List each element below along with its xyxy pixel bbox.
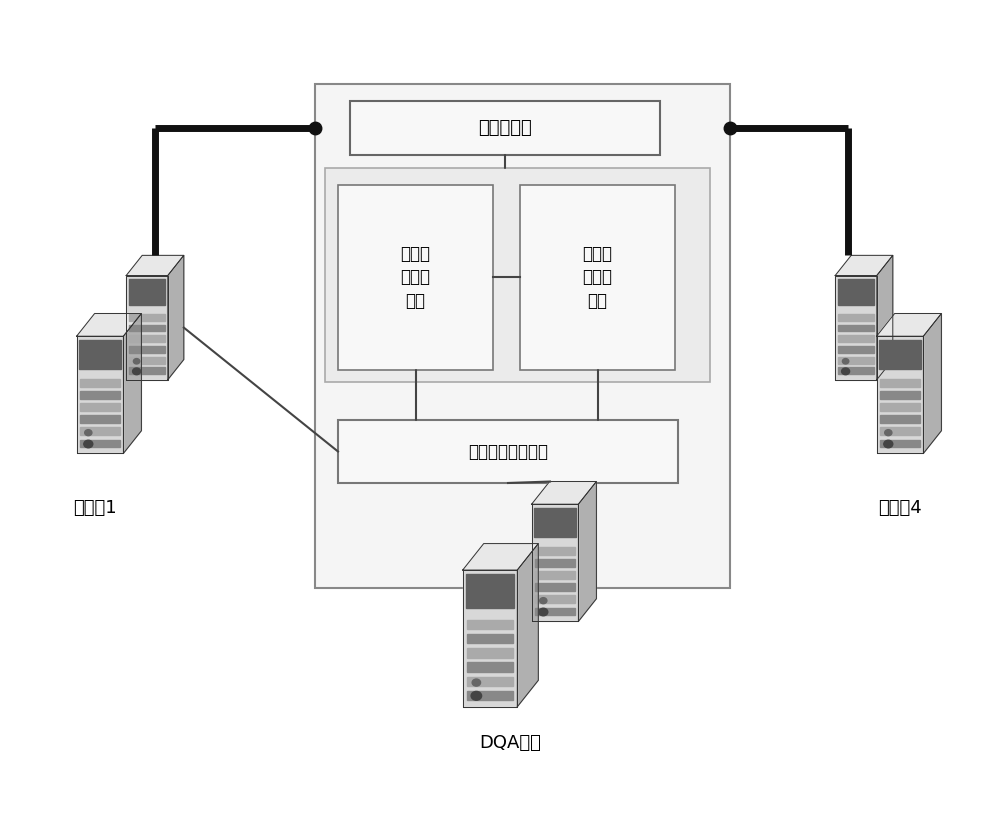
Polygon shape [838, 279, 874, 305]
Bar [520, 185, 675, 370]
Polygon shape [80, 403, 120, 412]
Circle shape [842, 359, 849, 364]
Polygon shape [168, 255, 184, 380]
Polygon shape [129, 357, 165, 364]
Polygon shape [532, 504, 578, 622]
Circle shape [471, 691, 482, 701]
Polygon shape [80, 439, 120, 448]
Polygon shape [880, 403, 920, 412]
Polygon shape [129, 367, 165, 375]
Bar [315, 84, 730, 588]
Text: 中间件服务: 中间件服务 [478, 119, 532, 137]
Polygon shape [80, 391, 120, 399]
Polygon shape [467, 620, 513, 629]
Text: DQA服务: DQA服务 [479, 734, 541, 753]
Polygon shape [80, 428, 120, 435]
Polygon shape [129, 335, 165, 342]
Circle shape [133, 368, 141, 375]
Polygon shape [79, 340, 121, 369]
Polygon shape [517, 543, 538, 706]
Polygon shape [880, 380, 920, 387]
Polygon shape [535, 584, 575, 591]
Polygon shape [77, 313, 141, 336]
Polygon shape [923, 313, 941, 454]
Polygon shape [467, 634, 513, 643]
Polygon shape [838, 346, 874, 353]
Circle shape [472, 679, 481, 686]
Polygon shape [126, 276, 168, 380]
Polygon shape [535, 596, 575, 603]
Polygon shape [467, 648, 513, 658]
Polygon shape [467, 663, 513, 672]
Polygon shape [879, 340, 921, 369]
Polygon shape [535, 548, 575, 555]
Circle shape [540, 597, 547, 604]
Polygon shape [877, 255, 893, 380]
Polygon shape [80, 380, 120, 387]
Polygon shape [835, 276, 877, 380]
Text: 子系统4: 子系统4 [878, 499, 922, 517]
Polygon shape [77, 336, 123, 454]
Bar [325, 168, 710, 382]
Polygon shape [129, 279, 165, 305]
Bar [350, 101, 660, 155]
Polygon shape [80, 416, 120, 423]
Bar [338, 185, 493, 370]
Circle shape [85, 429, 92, 436]
Polygon shape [535, 571, 575, 580]
Polygon shape [129, 324, 165, 332]
Polygon shape [838, 357, 874, 364]
Polygon shape [838, 314, 874, 321]
Polygon shape [877, 336, 923, 454]
Polygon shape [535, 559, 575, 567]
Polygon shape [123, 313, 141, 454]
Polygon shape [578, 481, 596, 622]
Polygon shape [463, 543, 538, 570]
Polygon shape [835, 255, 893, 276]
Polygon shape [129, 314, 165, 321]
Polygon shape [880, 416, 920, 423]
Circle shape [842, 368, 850, 375]
Polygon shape [880, 428, 920, 435]
Polygon shape [880, 391, 920, 399]
Polygon shape [467, 690, 513, 700]
Polygon shape [838, 335, 874, 342]
Polygon shape [126, 255, 184, 276]
Circle shape [539, 608, 548, 616]
Polygon shape [535, 607, 575, 616]
Polygon shape [129, 346, 165, 353]
Polygon shape [838, 367, 874, 375]
Text: 稽核事件注册服务: 稽核事件注册服务 [468, 443, 548, 460]
Polygon shape [463, 570, 517, 706]
Polygon shape [838, 324, 874, 332]
Circle shape [884, 440, 893, 448]
Polygon shape [880, 439, 920, 448]
Text: 稽核事
件处理
服务: 稽核事 件处理 服务 [582, 244, 612, 310]
Circle shape [84, 440, 93, 448]
Polygon shape [532, 481, 596, 504]
Circle shape [133, 359, 140, 364]
Polygon shape [467, 676, 513, 685]
Polygon shape [466, 575, 514, 608]
Circle shape [885, 429, 892, 436]
Text: 稽核事
件检测
服务: 稽核事 件检测 服务 [401, 244, 431, 310]
Polygon shape [534, 508, 576, 537]
Text: 子系统1: 子系统1 [73, 499, 117, 517]
Polygon shape [877, 313, 941, 336]
Bar [338, 420, 678, 483]
